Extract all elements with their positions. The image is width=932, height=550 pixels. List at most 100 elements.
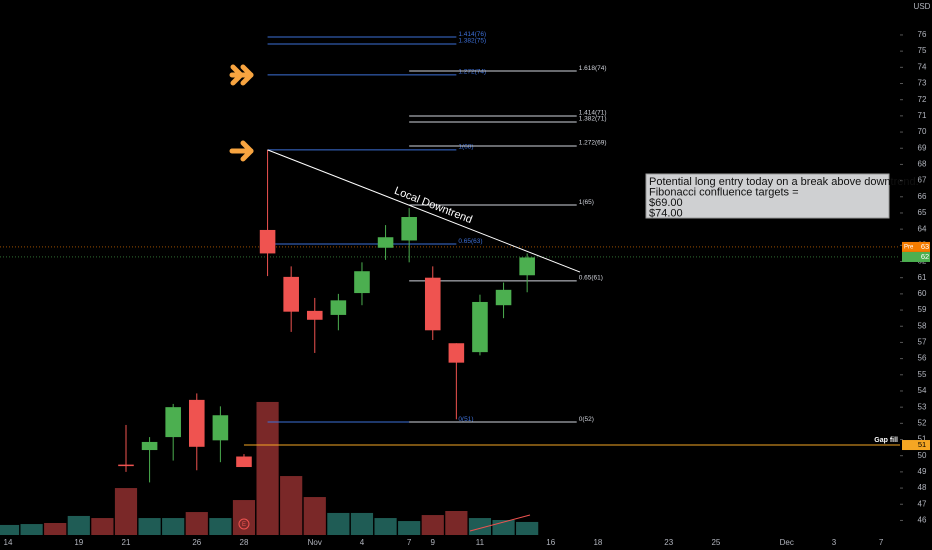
- candle-body: [141, 441, 158, 451]
- tag-box: [902, 251, 930, 262]
- trendline: [267, 149, 581, 273]
- y-tick-label: 72: [918, 95, 927, 104]
- y-tick-label: 54: [918, 386, 927, 395]
- y-tick-label: 76: [918, 30, 927, 39]
- candle: [188, 393, 205, 471]
- fib-label: 1(68): [458, 144, 473, 151]
- volume-bar: [374, 518, 397, 535]
- price-tag: 62: [902, 252, 930, 262]
- y-tick-label: 49: [918, 467, 927, 476]
- tag-box: [902, 440, 930, 451]
- candle-body: [259, 229, 276, 254]
- y-tick-label: 51: [918, 435, 927, 444]
- candle-body: [401, 217, 417, 241]
- candle-body: [283, 276, 299, 312]
- earnings-icon: [238, 518, 250, 530]
- volume-layer: [0, 401, 539, 535]
- gap-fill-label: Gap fill: [874, 437, 898, 444]
- volume-bar: [350, 512, 374, 535]
- fib-label: 1(65): [579, 199, 594, 206]
- x-tick-label: Dec: [780, 538, 794, 547]
- candle: [472, 294, 488, 356]
- axis-layer: USD 464748495051525354555657585960616263…: [4, 2, 931, 547]
- volume-bar: [256, 401, 279, 535]
- candle: [448, 343, 465, 420]
- volume-bar: [468, 518, 492, 535]
- price-axis-panel: [900, 0, 932, 550]
- note-line: Fibonacci confluence targets =: [649, 187, 799, 199]
- candle-body: [424, 277, 441, 331]
- y-tick-label: 70: [918, 127, 927, 136]
- x-tick-label: 19: [74, 538, 83, 547]
- candle-body: [519, 257, 535, 276]
- candle-body: [448, 343, 465, 363]
- candle: [283, 266, 299, 332]
- y-tick-label: 57: [918, 338, 927, 347]
- note-line: Potential long entry today on a break ab…: [649, 176, 919, 188]
- y-tick-label: 60: [918, 289, 927, 298]
- candle: [401, 208, 417, 263]
- note-box: [645, 173, 890, 219]
- candle: [236, 454, 252, 468]
- volume-bar: [303, 497, 326, 535]
- candle-body: [306, 310, 323, 320]
- candle: [306, 297, 323, 353]
- candle: [377, 225, 394, 260]
- x-tick-label: 23: [664, 538, 673, 547]
- candle: [141, 437, 158, 483]
- y-tick-label: 50: [918, 451, 927, 460]
- x-tick-label: Nov: [308, 538, 322, 547]
- y-tick-label: 69: [918, 143, 927, 152]
- x-tick-label: 18: [593, 538, 602, 547]
- volume-bar: [138, 518, 161, 535]
- x-tick-label: 14: [4, 538, 13, 547]
- y-tick-label: 53: [918, 402, 927, 411]
- y-tick-label: 68: [918, 160, 927, 169]
- fib-label: 0(52): [579, 416, 594, 423]
- volume-bar: [185, 512, 208, 535]
- tag-label: 62: [921, 252, 929, 261]
- y-tick-label: 56: [918, 354, 927, 363]
- candle-body: [236, 456, 252, 468]
- note: Potential long entry today on a break ab…: [645, 173, 919, 220]
- volume-bar: [421, 515, 444, 535]
- tag-label: 51: [918, 440, 926, 449]
- price-layer: Gap fill: [0, 149, 900, 483]
- y-tick-label: 71: [918, 111, 927, 120]
- y-tick-label: 46: [918, 516, 927, 525]
- candle: [118, 424, 134, 472]
- fib-label: 1.382(71): [579, 116, 607, 123]
- fib-label: 0.65(61): [579, 275, 603, 282]
- y-tick-label: 73: [918, 79, 927, 88]
- candle: [212, 406, 229, 463]
- fib-label: 1.414(71): [579, 110, 607, 117]
- y-tick-label: 64: [918, 224, 927, 233]
- candle: [354, 262, 370, 306]
- price-tag: 51: [902, 440, 930, 451]
- y-tick-label: 48: [918, 483, 927, 492]
- x-tick-label: 26: [192, 538, 201, 547]
- fib-label: 1.382(75): [458, 38, 486, 45]
- candle-body: [212, 415, 229, 441]
- fib-label: 1.618(74): [579, 65, 607, 72]
- candle-body: [377, 237, 394, 248]
- y-tick-label: 75: [918, 46, 927, 55]
- volume-bar: [91, 518, 114, 535]
- arrow: [240, 64, 254, 86]
- earnings-label: E: [242, 522, 246, 528]
- y-tick-label: 65: [918, 208, 927, 217]
- y-tick-label: 61: [918, 273, 927, 282]
- fib-label: 0(51): [458, 416, 473, 423]
- candle: [495, 282, 512, 319]
- candle: [519, 253, 535, 293]
- candle: [330, 293, 347, 331]
- tag-label: 63: [921, 242, 929, 251]
- volume-bar: [114, 488, 138, 535]
- volume-bar: [445, 511, 468, 535]
- volume-bar: [44, 523, 67, 535]
- x-tick-label: 4: [360, 538, 365, 547]
- volume-bar: [0, 524, 20, 535]
- price-tag: Pre 63: [902, 242, 930, 252]
